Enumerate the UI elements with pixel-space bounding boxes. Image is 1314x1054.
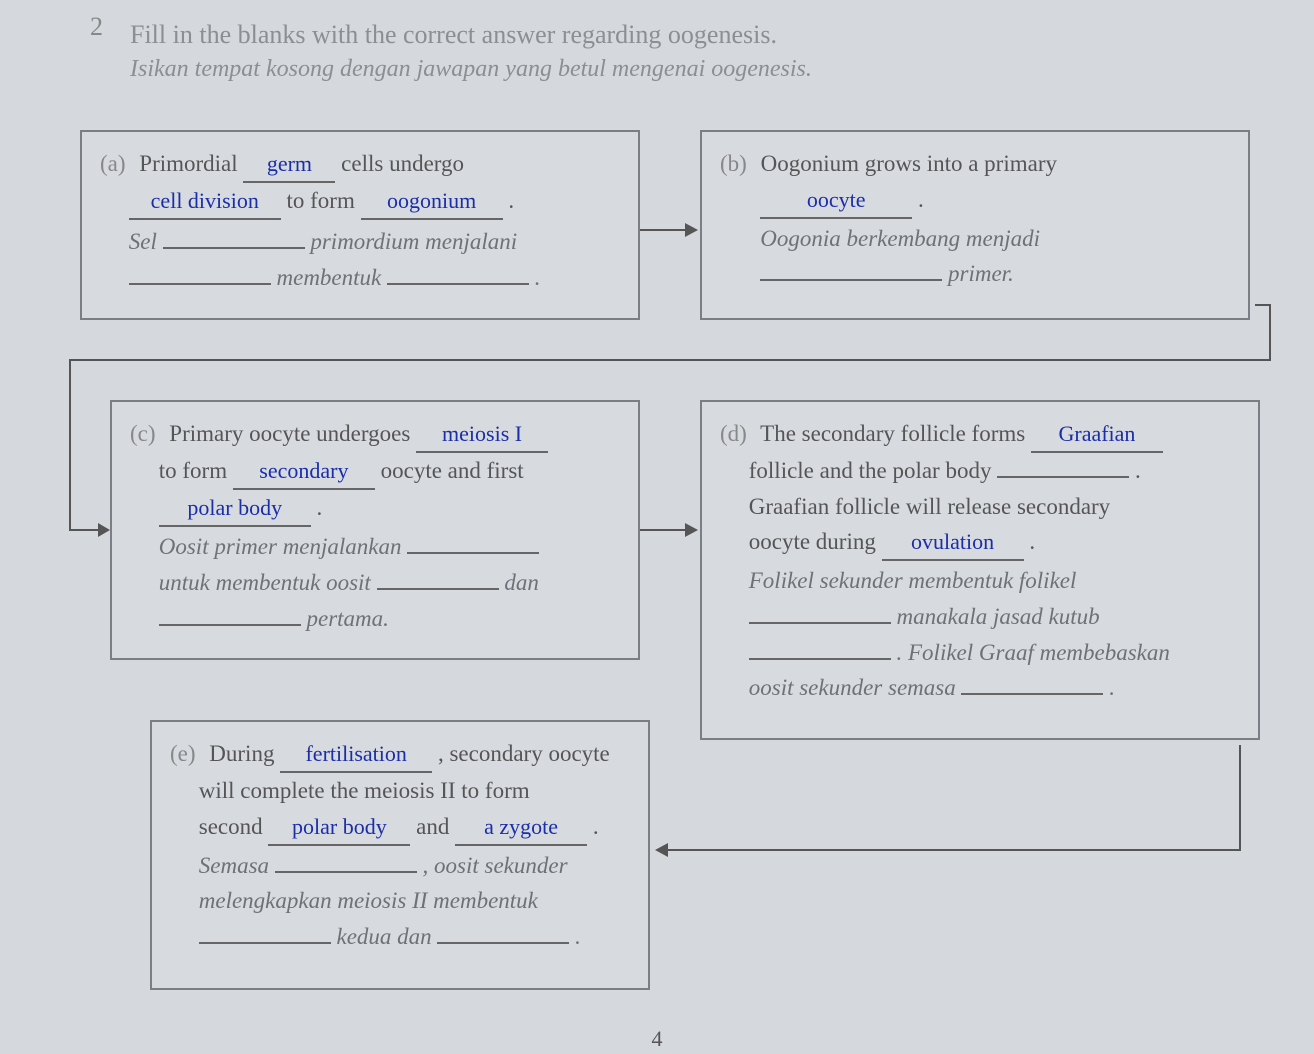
blank-c-ms2[interactable] [377,588,499,590]
blank-c3[interactable]: polar body [159,491,311,527]
blank-e-ms1[interactable] [275,871,417,873]
box-e-en: (e) During fertilisation , secondary ooc… [170,736,630,846]
box-e-label: (e) [170,741,196,766]
box-a: (a) Primordial germ cells undergo cell d… [80,130,640,320]
blank-c2[interactable]: secondary [233,454,375,490]
blank-c-ms3[interactable] [159,624,301,626]
blank-c-ms1[interactable] [407,552,539,554]
blank-e3[interactable]: a zygote [455,810,587,846]
blank-d2[interactable] [997,476,1129,478]
box-e: (e) During fertilisation , secondary ooc… [150,720,650,990]
blank-d3[interactable]: ovulation [882,525,1024,561]
box-b-ms: Oogonia berkembang menjadi primer. [720,221,1230,292]
box-a-label: (a) [100,151,126,176]
blank-e1[interactable]: fertilisation [280,737,432,773]
blank-b-ms1[interactable] [760,279,942,281]
blank-a-ms3[interactable] [387,283,529,285]
header-ms: Isikan tempat kosong dengan jawapan yang… [130,56,1264,83]
box-d-label: (d) [720,421,747,446]
blank-a1[interactable]: germ [243,147,335,183]
blank-e2[interactable]: polar body [268,810,410,846]
blank-d-ms3[interactable] [961,693,1103,695]
blank-a2[interactable]: cell division [129,184,281,220]
blank-a3[interactable]: oogonium [361,184,503,220]
blank-a-ms1[interactable] [163,247,305,249]
box-e-ms: Semasa , oosit sekunder melengkapkan mei… [170,848,630,955]
header-en: Fill in the blanks with the correct answ… [130,20,1264,50]
box-d-ms: Folikel sekunder membentuk folikel manak… [720,563,1240,706]
blank-a-ms2[interactable] [129,283,271,285]
blank-d-ms1[interactable] [749,622,891,624]
connector-d-to-e [650,740,1270,890]
worksheet-page: 2 Fill in the blanks with the correct an… [0,0,1314,1054]
box-c-ms: Oosit primer menjalankan untuk membentuk… [130,529,620,636]
page-number: 4 [652,1026,663,1052]
header: Fill in the blanks with the correct answ… [130,20,1264,83]
box-a-en: (a) Primordial germ cells undergo cell d… [100,146,620,220]
box-b: (b) Oogonium grows into a primary oocyte… [700,130,1250,320]
box-b-label: (b) [720,151,747,176]
arrow-c-to-d [640,515,700,545]
box-c: (c) Primary oocyte undergoes meiosis I t… [110,400,640,660]
box-d: (d) The secondary follicle forms Graafia… [700,400,1260,740]
blank-b1[interactable]: oocyte [760,183,912,219]
blank-e-ms2[interactable] [199,942,331,944]
blank-d-ms2[interactable] [749,658,891,660]
blank-e-ms3[interactable] [437,942,569,944]
arrow-a-to-b [640,215,700,245]
blank-d1[interactable]: Graafian [1031,417,1163,453]
blank-c1[interactable]: meiosis I [416,417,548,453]
box-c-en: (c) Primary oocyte undergoes meiosis I t… [130,416,620,527]
question-number: 2 [90,12,103,42]
box-a-ms: Sel primordium menjalani membentuk . [100,224,620,295]
box-c-label: (c) [130,421,156,446]
box-d-en: (d) The secondary follicle forms Graafia… [720,416,1240,561]
box-b-en: (b) Oogonium grows into a primary oocyte… [720,146,1230,219]
